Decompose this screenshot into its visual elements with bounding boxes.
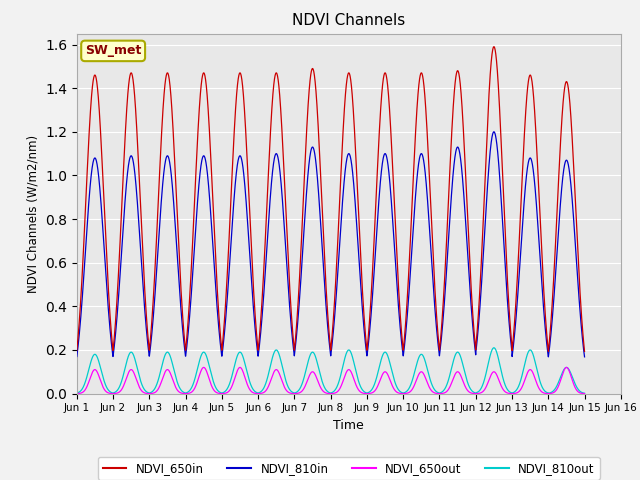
Legend: NDVI_650in, NDVI_810in, NDVI_650out, NDVI_810out: NDVI_650in, NDVI_810in, NDVI_650out, NDV… xyxy=(98,457,600,480)
X-axis label: Time: Time xyxy=(333,419,364,432)
Y-axis label: NDVI Channels (W/m2/nm): NDVI Channels (W/m2/nm) xyxy=(26,134,40,293)
Title: NDVI Channels: NDVI Channels xyxy=(292,13,405,28)
Text: SW_met: SW_met xyxy=(85,44,141,58)
